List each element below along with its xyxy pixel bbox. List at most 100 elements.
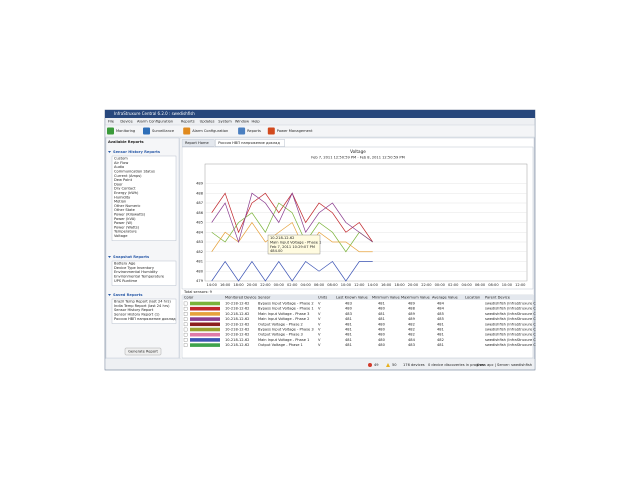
report-list <box>111 260 177 286</box>
report-item[interactable]: Humidity <box>114 195 131 199</box>
toolbar-icon[interactable] <box>267 127 275 135</box>
menu-item[interactable]: Window <box>235 120 249 124</box>
tab[interactable] <box>181 139 215 147</box>
y-tick-label: 489 <box>196 182 204 186</box>
toolbar-icon[interactable] <box>107 127 114 135</box>
title-bar <box>105 110 535 118</box>
tab[interactable] <box>214 139 285 147</box>
table-cell: swedishfish (InfraStruxure C <box>485 343 536 347</box>
report-item[interactable]: Other State <box>114 208 136 212</box>
section-toggle[interactable] <box>108 151 111 153</box>
table-cell: 484 <box>437 307 445 311</box>
warning-count[interactable]: 50 <box>392 363 397 367</box>
report-item[interactable]: Air Flow <box>114 161 128 165</box>
section-header[interactable]: Sensor History Reports <box>113 150 160 154</box>
generate-button-label[interactable]: Generate Report <box>128 350 158 354</box>
row-checkbox[interactable] <box>183 343 188 347</box>
column-header[interactable]: Maximum Value <box>401 296 431 300</box>
report-item[interactable]: Environmental Humidity <box>114 270 158 274</box>
column-header[interactable]: Location <box>465 296 480 300</box>
tab-label[interactable]: Report Home <box>185 141 209 145</box>
report-item[interactable]: Power (Watts) <box>114 225 140 229</box>
report-item[interactable]: Environmental Temperature <box>114 275 165 279</box>
report-item[interactable]: Voltage <box>114 234 128 238</box>
report-item[interactable]: Door <box>114 182 123 186</box>
row-color <box>190 312 220 316</box>
toolbar-label[interactable]: Surveillance <box>152 129 175 133</box>
report-item[interactable]: Temperature <box>113 230 138 234</box>
row-checkbox[interactable] <box>183 312 188 316</box>
alarm-count[interactable]: 49 <box>374 363 379 367</box>
column-header[interactable]: Color <box>184 296 194 300</box>
row-checkbox[interactable] <box>183 306 188 311</box>
column-header[interactable]: Units <box>318 296 327 300</box>
column-header[interactable]: Sensor <box>258 296 271 300</box>
section-header[interactable]: Snapshot Reports <box>113 255 149 259</box>
report-item[interactable]: Power (kVA) <box>114 217 136 221</box>
row-checkbox[interactable] <box>183 338 188 342</box>
toolbar-label[interactable]: Reports <box>247 129 261 133</box>
report-item[interactable]: Power (W) <box>114 221 133 225</box>
alarm-icon[interactable] <box>368 363 372 367</box>
column-header[interactable]: Minimum Value <box>372 296 400 300</box>
user-info: User: apc | Server: swedishfish <box>477 363 532 367</box>
row-checkbox[interactable] <box>183 322 188 327</box>
x-tick-label: 12:00 <box>354 283 365 287</box>
toolbar-label[interactable]: Monitoring <box>116 129 135 133</box>
table-cell: V <box>318 317 321 321</box>
report-item[interactable]: Dew Point <box>114 178 133 182</box>
warning-icon[interactable] <box>386 363 390 367</box>
tab-label[interactable]: Россия НВП напряжение доклад <box>218 141 280 145</box>
report-item[interactable]: Sensor History Report <box>114 308 154 312</box>
tooltip-line: 484.00 <box>270 249 283 253</box>
x-tick-label: 10:00 <box>502 283 513 287</box>
report-item[interactable]: Audio <box>114 165 124 169</box>
row-color <box>190 343 220 347</box>
row-color <box>190 301 220 306</box>
section-header[interactable]: Saved Reports <box>113 293 143 297</box>
report-item[interactable]: Motion <box>114 200 126 204</box>
report-item[interactable]: India Temp Report (last 24 hrs) <box>114 304 170 308</box>
row-checkbox[interactable] <box>183 327 188 332</box>
report-item[interactable]: Dry Contact <box>114 187 136 191</box>
column-header[interactable]: Monitored Device <box>225 296 257 300</box>
section-toggle[interactable] <box>108 256 111 258</box>
row-checkbox[interactable] <box>183 332 188 337</box>
report-item[interactable]: Current (Amps) <box>114 174 142 178</box>
report-item[interactable]: Sensor History Report (1) <box>114 313 160 317</box>
y-tick-label: 479 <box>196 279 204 283</box>
report-item[interactable]: Battery Age <box>114 262 136 266</box>
toolbar-icon[interactable] <box>238 127 246 135</box>
menu-item[interactable]: Alarm Configuration <box>137 120 173 124</box>
report-item[interactable]: Energy (kWh) <box>114 191 139 195</box>
menu-item[interactable]: Reports <box>181 120 195 124</box>
table-cell: 481 <box>378 302 385 306</box>
generate-button[interactable] <box>124 347 162 356</box>
report-item[interactable]: Россия НВП напряжение доклад <box>114 317 176 321</box>
column-header[interactable]: Last Known Value <box>336 296 368 300</box>
menu-item[interactable]: Updates <box>200 120 215 124</box>
menu-item[interactable]: System <box>218 120 232 124</box>
menu-item[interactable]: Device <box>120 120 133 124</box>
toolbar-label[interactable]: Power Management <box>277 129 313 133</box>
report-item[interactable]: Brazil Temp Report (last 24 hrs) <box>114 300 171 304</box>
report-item[interactable]: Other Numeric <box>114 204 140 208</box>
table-cell: Output Voltage - Phase 3 <box>258 333 303 337</box>
row-color <box>190 332 220 337</box>
toolbar-icon[interactable] <box>183 127 191 135</box>
row-checkbox[interactable] <box>183 317 188 321</box>
menu-item[interactable]: File <box>108 120 115 124</box>
report-item[interactable]: Custom <box>114 157 128 161</box>
row-checkbox[interactable] <box>183 301 188 306</box>
column-header[interactable]: Parent Device <box>485 296 511 300</box>
report-item[interactable]: UPS Runtime <box>114 279 138 283</box>
report-list <box>111 298 177 324</box>
menu-item[interactable]: Help <box>252 120 261 124</box>
section-toggle[interactable] <box>108 294 111 296</box>
report-item[interactable]: Communication Status <box>114 170 155 174</box>
column-header[interactable]: Average Value <box>432 296 459 300</box>
toolbar-label[interactable]: Alarm Configuration <box>192 129 228 133</box>
report-item[interactable]: Device Type Inventory <box>114 266 155 270</box>
report-item[interactable]: Power (Kilowatts) <box>114 213 146 217</box>
toolbar-icon[interactable] <box>143 127 150 135</box>
